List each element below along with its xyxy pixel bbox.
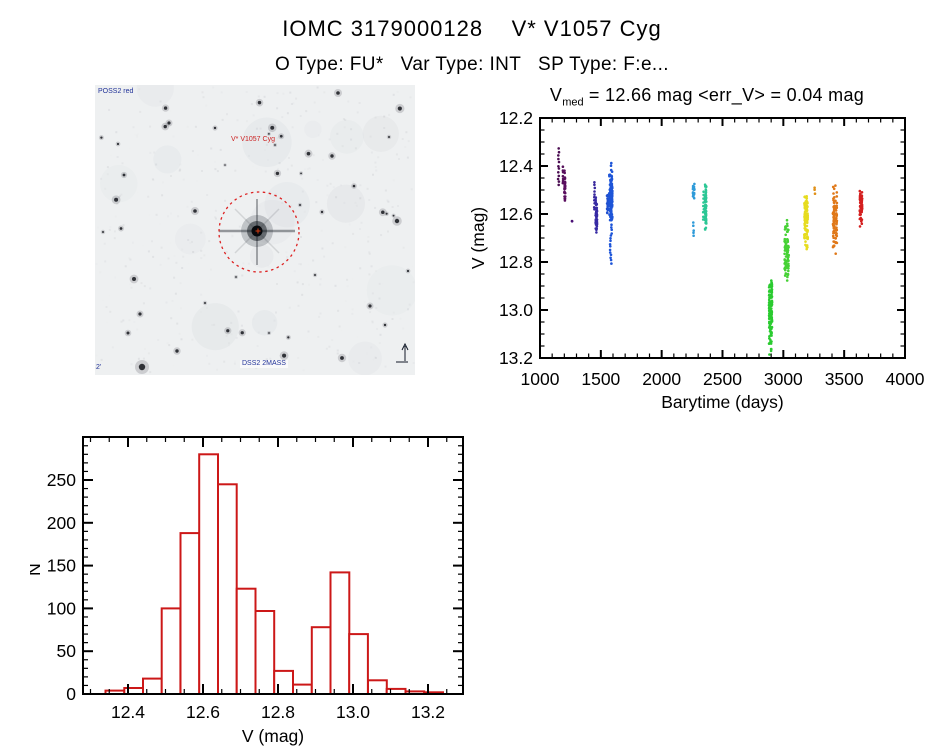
compass-icon (396, 342, 409, 363)
svg-text:12.2: 12.2 (499, 108, 533, 128)
finder-chart-image (95, 85, 415, 375)
svg-text:V (mag): V (mag) (242, 726, 304, 746)
svg-text:N: N (30, 563, 44, 576)
svg-text:0: 0 (66, 684, 76, 704)
svg-text:12.6: 12.6 (499, 204, 533, 224)
vmed-values: = 12.66 mag <err_V> = 0.04 mag (583, 85, 865, 105)
svg-text:250: 250 (47, 470, 76, 490)
svg-text:3500: 3500 (825, 369, 864, 389)
scatter-points (556, 147, 864, 356)
svg-text:13.2: 13.2 (499, 348, 533, 368)
finder-survey-label: POSS2 red (98, 88, 134, 95)
svg-text:4000: 4000 (886, 369, 925, 389)
page-title: IOMC 3179000128 V* V1057 Cyg (282, 16, 662, 41)
object-types-subtitle: O Type: FU* Var Type: INT SP Type: F:e..… (275, 54, 669, 75)
svg-text:12.4: 12.4 (499, 156, 533, 176)
histogram-axes (82, 436, 464, 695)
lightcurve-axis-labels: 1000 1500 2000 2500 3000 3500 4000 12.2 12.4 12.6… (470, 108, 925, 412)
field-stars (98, 89, 411, 374)
svg-text:1500: 1500 (581, 369, 620, 389)
finder-coords-label: DSS2 2MASS (240, 360, 288, 368)
vmed-subscript: med (562, 96, 584, 109)
vmed-symbol: V (549, 85, 563, 105)
svg-text:12.8: 12.8 (499, 252, 533, 272)
svg-text:Barytime (days): Barytime (days) (661, 392, 784, 412)
histogram-axis-labels: 12.4 12.6 12.8 13.0 13.2 0 50 100 150 200 250 V (ma… (30, 470, 445, 746)
svg-text:2500: 2500 (703, 369, 742, 389)
finder-fov-label: 2' (96, 364, 102, 371)
target-aperture-circle (218, 191, 300, 273)
svg-text:50: 50 (57, 641, 77, 661)
svg-text:V (mag): V (mag) (470, 207, 488, 269)
svg-text:3000: 3000 (764, 369, 803, 389)
svg-text:13.2: 13.2 (411, 702, 445, 722)
sky-noise (95, 85, 413, 375)
svg-text:12.8: 12.8 (261, 702, 295, 722)
svg-text:13.0: 13.0 (499, 300, 533, 320)
svg-text:200: 200 (47, 513, 76, 533)
svg-text:12.4: 12.4 (111, 702, 145, 722)
histogram-bars (104, 453, 445, 696)
svg-text:12.6: 12.6 (186, 702, 220, 722)
svg-text:13.0: 13.0 (336, 702, 370, 722)
finder-target-label: V* V1057 Cyg (231, 136, 275, 143)
lightcurve-axes (539, 117, 906, 359)
svg-text:100: 100 (47, 598, 76, 618)
svg-text:2000: 2000 (642, 369, 681, 389)
lightcurve-plot: 1000 1500 2000 2500 3000 3500 4000 12.2 12.4 12.6… (470, 108, 925, 412)
svg-text:1000: 1000 (521, 369, 560, 389)
target-star (219, 199, 295, 265)
svg-text:150: 150 (47, 556, 76, 576)
magnitude-histogram: 12.4 12.6 12.8 13.0 13.2 0 50 100 150 200 250 V (ma… (30, 436, 464, 746)
lightcurve-stats-title: Vmed = 12.66 mag <err_V> = 0.04 mag (470, 85, 944, 109)
